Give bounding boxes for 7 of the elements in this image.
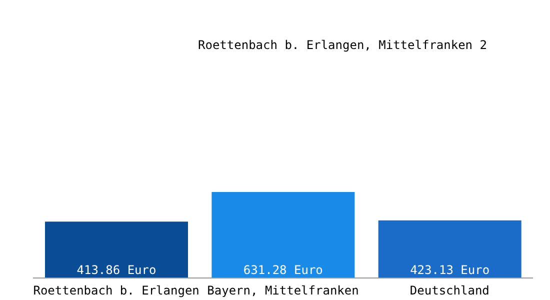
x-tick-label: Roettenbach b. Erlangen bbox=[33, 284, 200, 298]
x-tick-label: Bayern, Mittelfranken bbox=[207, 284, 359, 298]
data-label: 631.28 Euro bbox=[243, 263, 323, 277]
data-label: 413.86 Euro bbox=[76, 263, 156, 277]
x-tick-label: Deutschland bbox=[410, 284, 490, 298]
data-label: 423.13 Euro bbox=[410, 263, 490, 277]
chart-title: Roettenbach b. Erlangen, Mittelfranken 2 bbox=[198, 38, 487, 52]
